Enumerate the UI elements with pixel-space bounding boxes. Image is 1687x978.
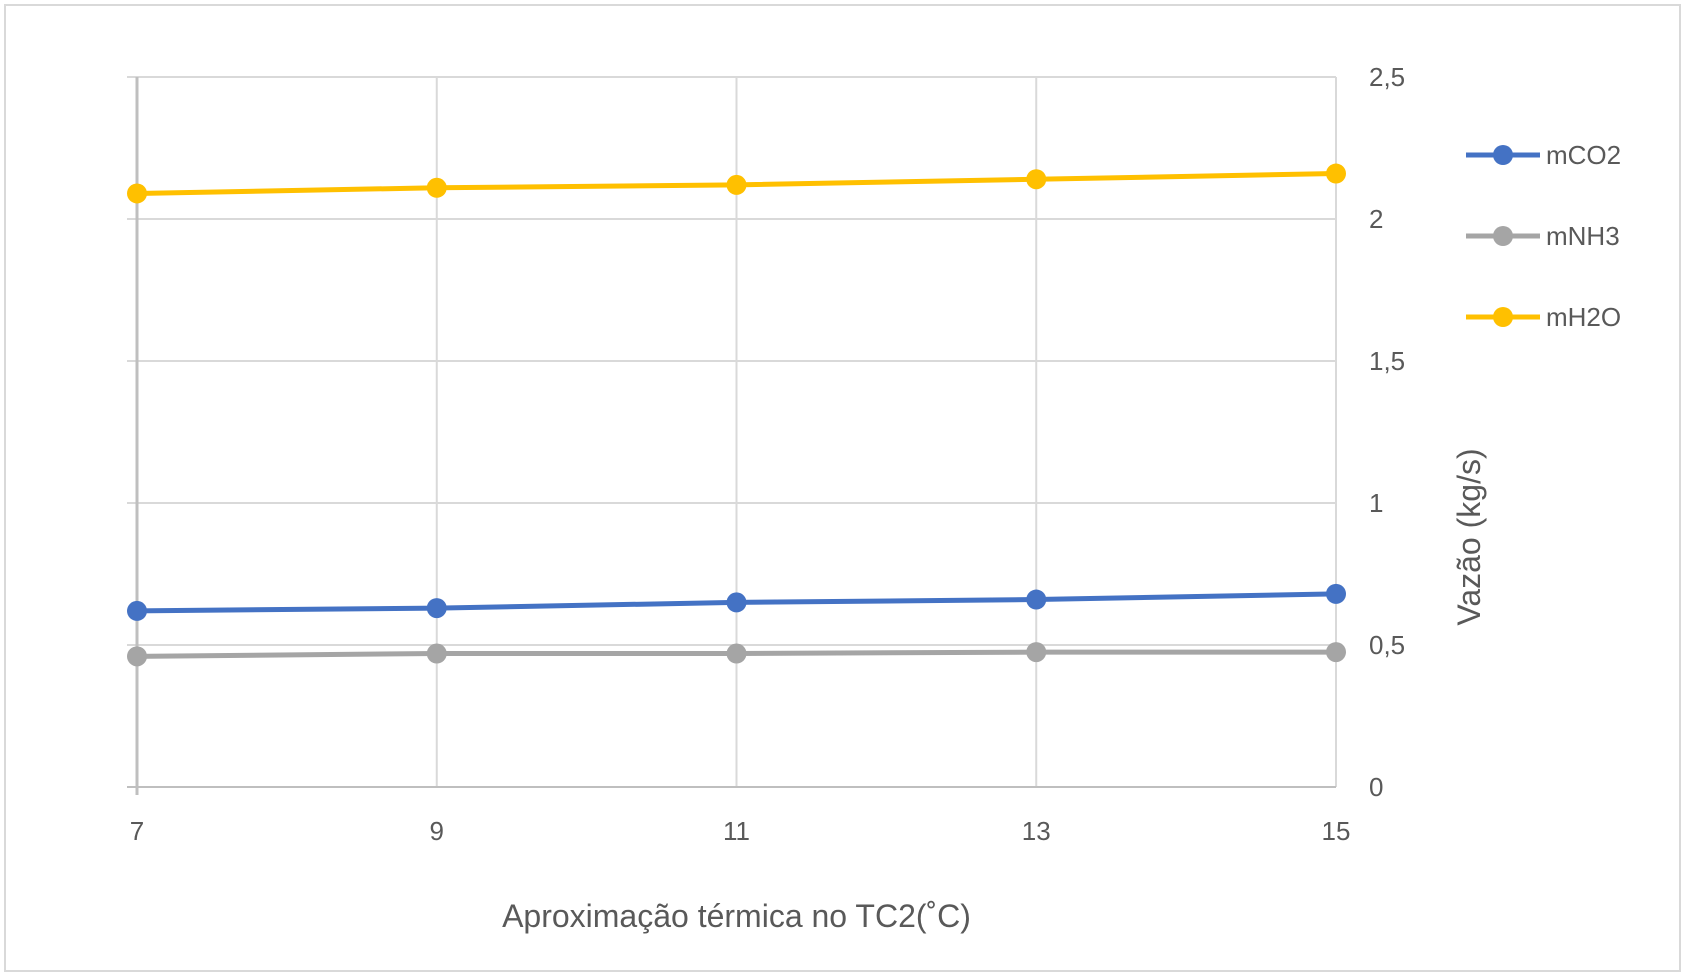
x-tick-label: 13 [1022, 816, 1051, 846]
chart-frame [4, 4, 1681, 972]
x-tick-label: 7 [130, 816, 144, 846]
data-point [127, 600, 147, 621]
legend-item-mh2o: mH2O [1466, 302, 1621, 332]
data-point [726, 174, 747, 195]
data-point [1326, 163, 1346, 184]
y-tick-label: 0,5 [1369, 630, 1405, 660]
x-tick-label: 9 [430, 816, 444, 846]
data-point [1326, 642, 1346, 663]
legend-label: mH2O [1546, 302, 1621, 332]
legend-swatch-marker [1493, 226, 1513, 246]
data-point [127, 183, 147, 204]
series-mnh3 [127, 642, 1346, 667]
x-axis-title: Aproximação térmica no TC2(˚C) [502, 898, 971, 934]
legend-label: mNH3 [1546, 221, 1620, 251]
data-point [1326, 583, 1346, 604]
y-tick-labels: 0 0,5 1 1,5 2 2,5 [1369, 62, 1405, 802]
data-point [426, 177, 447, 198]
legend: mCO2 mNH3 mH2O [1466, 140, 1621, 332]
data-point [1026, 642, 1047, 663]
series-mco2 [127, 583, 1346, 621]
y-tick-label: 1,5 [1369, 346, 1405, 376]
y-tick-label: 0 [1369, 772, 1383, 802]
legend-item-mnh3: mNH3 [1466, 221, 1620, 251]
x-tick-label: 15 [1322, 816, 1351, 846]
series-group [127, 163, 1346, 667]
x-tick-label: 11 [723, 816, 750, 846]
horizontal-gridlines [127, 76, 1336, 646]
data-point [426, 598, 447, 619]
data-point [426, 643, 447, 664]
legend-item-mco2: mCO2 [1466, 140, 1621, 170]
data-point [726, 592, 747, 613]
legend-swatch-marker [1493, 307, 1513, 327]
y-tick-label: 2,5 [1369, 62, 1405, 92]
legend-label: mCO2 [1546, 140, 1621, 170]
y-tick-label: 2 [1369, 204, 1383, 234]
y-axis-title: Vazão (kg/s) [1451, 448, 1487, 625]
data-point [1026, 169, 1047, 190]
data-point [1026, 589, 1047, 610]
data-point [726, 643, 747, 664]
series-mh2o [127, 163, 1346, 204]
x-tick-labels: 7 9 11 13 15 [130, 816, 1351, 846]
data-point [127, 646, 147, 667]
legend-swatch-marker [1493, 145, 1513, 165]
y-tick-label: 1 [1369, 488, 1383, 518]
